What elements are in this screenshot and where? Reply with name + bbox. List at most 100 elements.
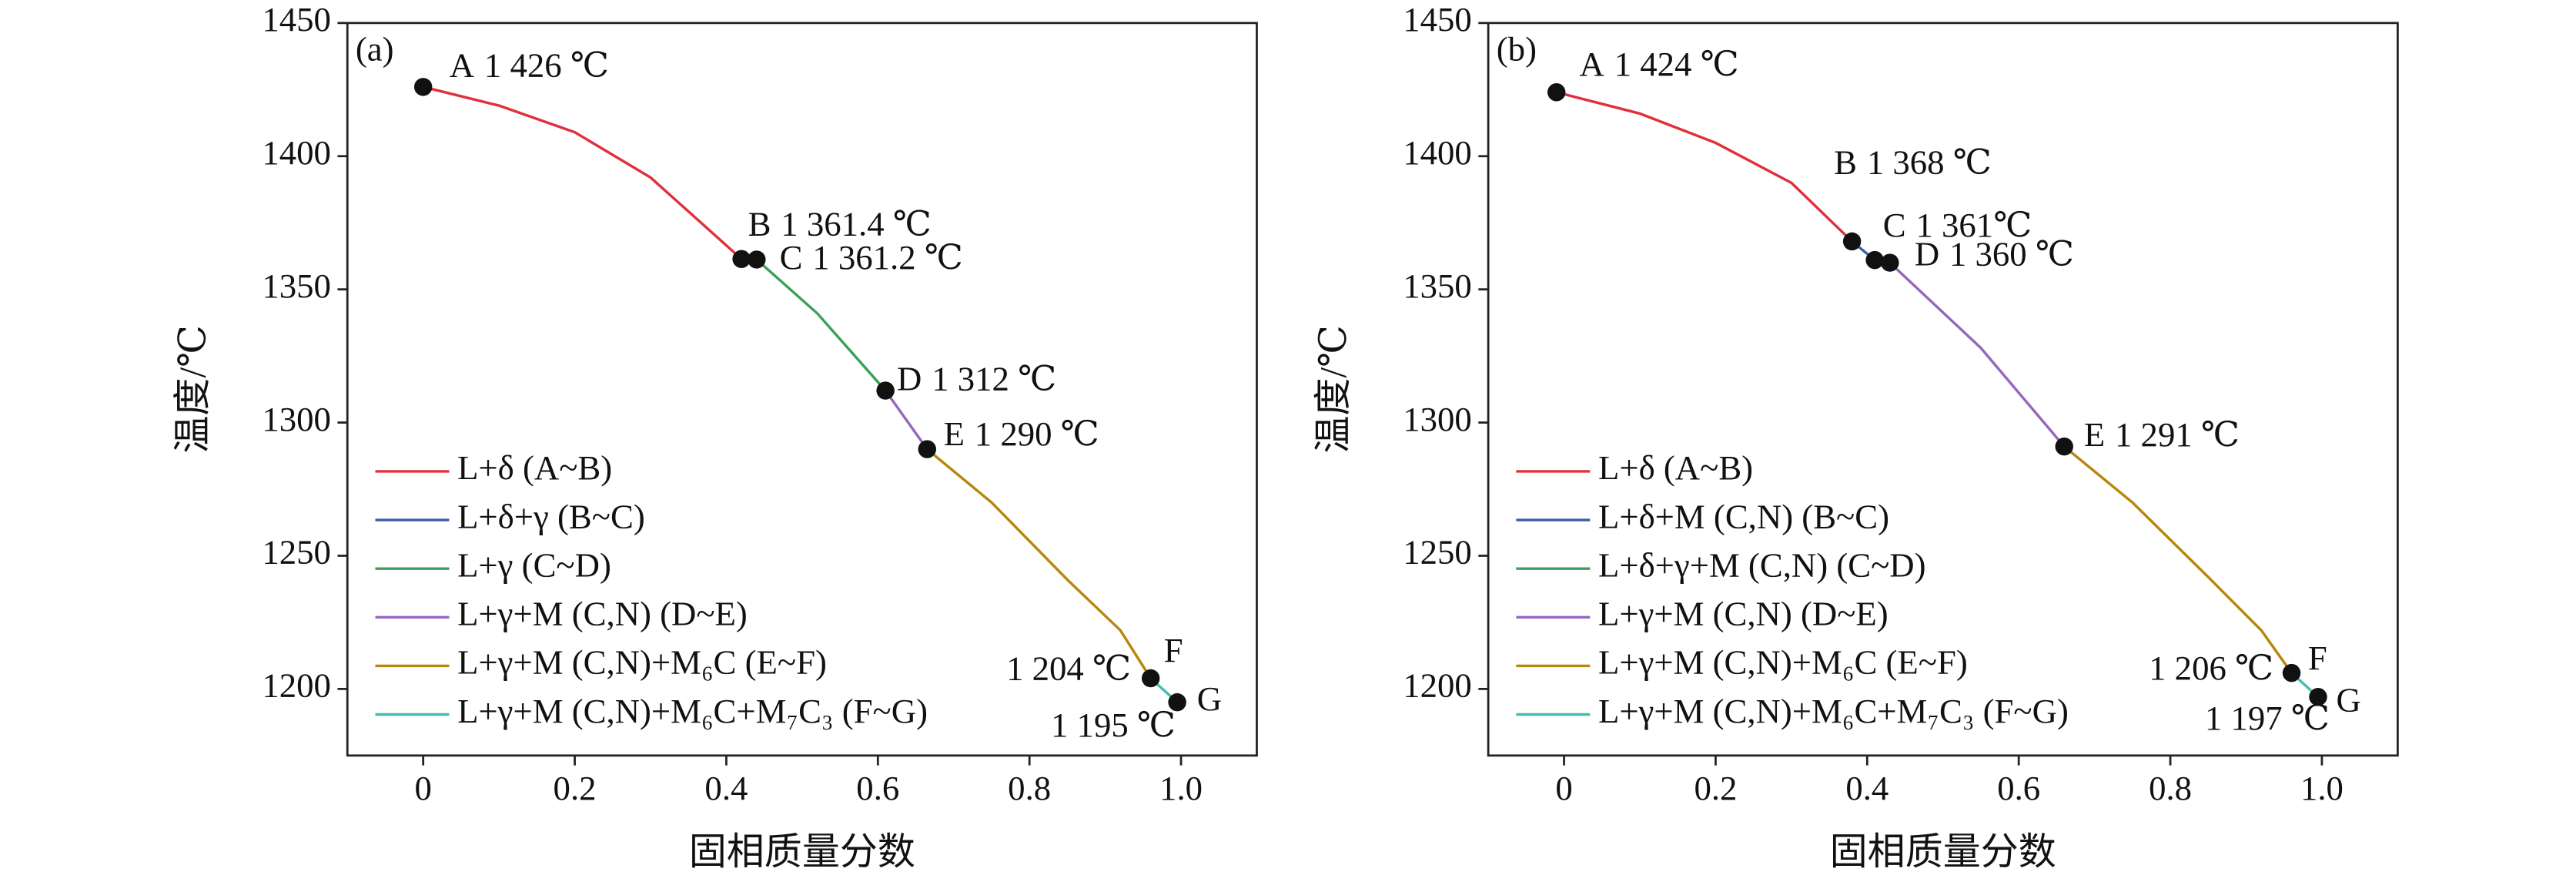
y-tick-label: 1350 xyxy=(262,267,331,305)
point-name: E xyxy=(2084,415,2105,454)
legend-label: L+γ+M (C,N)+M₆C (E~F) xyxy=(457,643,827,682)
point-label: E 1 290 ℃ xyxy=(944,414,1099,453)
x-axis-label: 固相质量分数 xyxy=(1830,830,2056,873)
series-line xyxy=(884,390,928,451)
point-value: 1 361℃ xyxy=(1915,206,2032,244)
y-tick-label: 1400 xyxy=(1403,133,1472,172)
point xyxy=(1547,83,1566,102)
y-tick-label: 1200 xyxy=(1403,666,1472,705)
y-tick-label: 1300 xyxy=(262,400,331,438)
point-label: A 1 424 ℃ xyxy=(1580,45,1739,83)
point-label: D 1 312 ℃ xyxy=(897,360,1056,398)
x-tick-label: 0.2 xyxy=(554,769,597,807)
x-tick-label: 1.0 xyxy=(1159,769,1203,807)
point-name: F xyxy=(1164,631,1183,669)
point-name: D xyxy=(897,360,922,398)
series-line xyxy=(2063,445,2293,674)
legend-label: L+γ+M (C,N)+M₆C+M₇C₃ (F~G) xyxy=(457,692,928,730)
x-tick-label: 0 xyxy=(414,769,431,807)
point xyxy=(413,78,433,96)
series-line xyxy=(1556,91,1853,243)
y-axis-label: 温度/℃ xyxy=(1312,325,1354,454)
y-tick-label: 1300 xyxy=(1403,400,1472,438)
x-tick-label: 1.0 xyxy=(2300,769,2343,807)
series-line xyxy=(926,448,1153,679)
point-value: 1 206 ℃ xyxy=(2149,649,2273,687)
point-value: 1 368 ℃ xyxy=(1867,143,1992,182)
y-tick-label: 1400 xyxy=(262,133,331,172)
point-name: A xyxy=(450,46,474,85)
series-line xyxy=(423,86,743,260)
point-label: B 1 361.4 ℃ xyxy=(748,205,932,243)
legend-label: L+γ+M (C,N)+M₆C+M₇C₃ (F~G) xyxy=(1598,692,2069,730)
point xyxy=(1865,250,1884,270)
legend-label: L+δ (A~B) xyxy=(457,448,612,487)
point-name: G xyxy=(1197,679,1222,718)
point xyxy=(1842,232,1862,251)
point xyxy=(918,440,937,458)
series-line xyxy=(755,258,887,392)
point-value: 1 195 ℃ xyxy=(1051,706,1176,744)
legend-label: L+γ+M (C,N) (D~E) xyxy=(457,595,748,633)
legend-label: L+δ+γ (B~C) xyxy=(457,497,645,535)
x-tick-label: 0.6 xyxy=(1997,769,2040,807)
y-tick-label: 1250 xyxy=(1403,533,1472,572)
point-value: 1 204 ℃ xyxy=(1006,649,1131,687)
point xyxy=(2055,437,2073,456)
x-axis-label: 固相质量分数 xyxy=(689,830,915,873)
point-value: 1 424 ℃ xyxy=(1614,45,1739,83)
legend-label: L+δ+γ+M (C,N) (C~D) xyxy=(1598,545,1926,584)
point-label: D 1 360 ℃ xyxy=(1915,235,2074,273)
point-label: A 1 426 ℃ xyxy=(450,46,609,85)
point-name: D xyxy=(1915,235,1939,273)
x-tick-label: 0.4 xyxy=(704,769,748,807)
point-value: 1 360 ℃ xyxy=(1949,235,2074,273)
point-name: C xyxy=(1883,206,1906,244)
legend-label: L+γ+M (C,N)+M₆C (E~F) xyxy=(1598,643,1968,682)
point xyxy=(876,381,895,400)
panel-label: (a) xyxy=(356,30,394,69)
point-value: 1 312 ℃ xyxy=(932,360,1056,398)
x-tick-label: 0.8 xyxy=(2149,769,2192,807)
y-tick-label: 1450 xyxy=(1403,0,1472,39)
legend-label: L+δ+M (C,N) (B~C) xyxy=(1598,497,1889,535)
point-name: E xyxy=(944,414,965,453)
point-value: 1 426 ℃ xyxy=(484,46,609,85)
legend-label: L+δ (A~B) xyxy=(1598,448,1753,487)
point xyxy=(2309,688,2327,706)
series-line xyxy=(1889,261,2066,448)
point-name: A xyxy=(1580,45,1604,83)
point xyxy=(1141,669,1160,688)
x-tick-label: 0.4 xyxy=(1845,769,1889,807)
x-tick-label: 0.8 xyxy=(1008,769,1051,807)
x-tick-label: 0.2 xyxy=(1694,769,1737,807)
y-tick-label: 1350 xyxy=(1403,267,1472,305)
point xyxy=(732,250,751,268)
point-value: 1 290 ℃ xyxy=(975,414,1099,453)
point-name: G xyxy=(2336,681,2360,719)
legend-label: L+γ (C~D) xyxy=(457,545,611,584)
point-value: 1 361.2 ℃ xyxy=(812,238,963,277)
point-value: 1 291 ℃ xyxy=(2115,415,2240,454)
point-value: 1 361.4 ℃ xyxy=(781,205,932,243)
point-name: B xyxy=(1834,143,1857,182)
point-name: C xyxy=(780,238,803,277)
point-value: 1 197 ℃ xyxy=(2205,699,2330,737)
y-tick-label: 1200 xyxy=(262,666,331,705)
plot-frame xyxy=(1487,22,2399,757)
y-axis-label: 温度/℃ xyxy=(171,325,213,454)
y-tick-label: 1250 xyxy=(262,533,331,572)
point-name: B xyxy=(748,205,771,243)
point-name: F xyxy=(2308,639,2327,677)
point xyxy=(1168,693,1186,712)
point-label: E 1 291 ℃ xyxy=(2084,415,2240,454)
point xyxy=(2282,663,2301,682)
panel-label: (b) xyxy=(1497,30,1537,69)
point xyxy=(1881,253,1899,272)
point xyxy=(748,250,766,269)
legend-label: L+γ+M (C,N) (D~E) xyxy=(1598,595,1889,633)
